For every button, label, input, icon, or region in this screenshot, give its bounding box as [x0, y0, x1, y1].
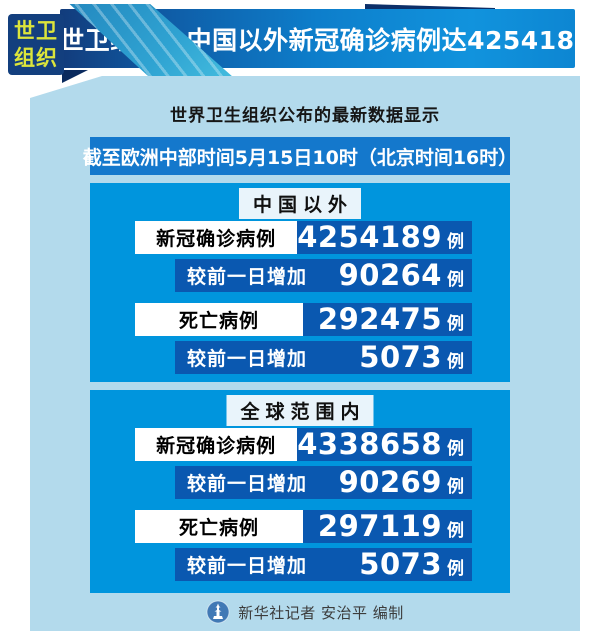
- stat-label: 较前一日增加: [187, 473, 308, 495]
- stat-row-confirmed: 新冠确诊病例 4254189 例: [135, 221, 472, 254]
- stat-unit: 例: [447, 232, 464, 252]
- stat-label: 死亡病例: [135, 303, 303, 336]
- stat-row-daily-increase: 较前一日增加 90269 例: [175, 466, 472, 499]
- badge-line2: 组织: [14, 45, 58, 70]
- who-badge: 世卫 组织: [8, 14, 64, 75]
- stat-value: 90264: [338, 258, 442, 292]
- stat-row-deaths: 死亡病例 297119 例: [135, 510, 472, 543]
- credit-text: 新华社记者 安治平 编制: [238, 603, 404, 622]
- stat-unit: 例: [447, 270, 464, 290]
- stat-value-box: 4338658 例: [297, 428, 472, 461]
- stat-row-daily-increase: 较前一日增加 90264 例: [175, 259, 472, 292]
- stat-value-box: 4254189 例: [297, 221, 472, 254]
- stat-label: 较前一日增加: [187, 266, 308, 288]
- stat-unit: 例: [447, 559, 464, 579]
- stat-label: 较前一日增加: [187, 348, 308, 370]
- stat-unit: 例: [447, 477, 464, 497]
- stat-label: 较前一日增加: [187, 555, 308, 577]
- stat-value: 90269: [338, 465, 442, 499]
- stat-value: 297119: [317, 509, 442, 543]
- section-global: 全球范围内 新冠确诊病例 4338658 例 较前一日增加 90269 例 死亡病例…: [90, 390, 510, 593]
- stat-row-confirmed: 新冠确诊病例 4338658 例: [135, 428, 472, 461]
- stat-value: 292475: [317, 302, 442, 336]
- time-note-bar: 截至欧洲中部时间5月15日10时（北京时间16时）: [83, 137, 517, 175]
- stat-unit: 例: [447, 314, 464, 334]
- section-outside-china: 中国以外 新冠确诊病例 4254189 例 较前一日增加 90264 例 死亡病例 …: [90, 183, 510, 382]
- stat-value: 4254189: [297, 220, 442, 254]
- stat-row-daily-increase: 较前一日增加 5073 例: [175, 341, 472, 374]
- stat-row-deaths: 死亡病例 292475 例: [135, 303, 472, 336]
- stat-value: 5073: [359, 340, 442, 374]
- stat-unit: 例: [447, 439, 464, 459]
- stat-value: 5073: [359, 547, 442, 581]
- stat-row-daily-increase: 较前一日增加 5073 例: [175, 548, 472, 581]
- stat-unit: 例: [447, 352, 464, 372]
- section-label: 中国以外: [238, 188, 362, 219]
- stat-label: 新冠确诊病例: [135, 221, 298, 254]
- stat-label: 新冠确诊病例: [135, 428, 298, 461]
- stat-label: 死亡病例: [135, 510, 303, 543]
- badge-fold-decoration: [62, 70, 88, 83]
- stat-unit: 例: [447, 521, 464, 541]
- badge-line1: 世卫: [14, 18, 58, 43]
- section-label: 全球范围内: [226, 395, 374, 426]
- xinhua-logo-icon: [206, 600, 230, 624]
- content-panel: 世界卫生组织公布的最新数据显示 截至欧洲中部时间5月15日10时（北京时间16时…: [30, 76, 580, 631]
- stat-value-box: 292475 例: [303, 303, 472, 336]
- stat-value: 4338658: [297, 427, 442, 461]
- subtitle: 世界卫生组织公布的最新数据显示: [170, 106, 440, 126]
- footer-credit: 新华社记者 安治平 编制: [30, 600, 580, 624]
- stat-value-box: 297119 例: [303, 510, 472, 543]
